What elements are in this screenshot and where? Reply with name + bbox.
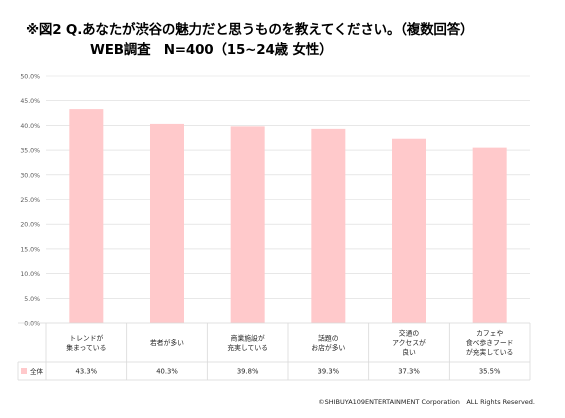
data-label: 40.3%	[156, 368, 178, 376]
bar	[392, 138, 426, 323]
y-tick-label: 15.0%	[20, 246, 40, 253]
y-tick-label: 35.0%	[20, 148, 40, 155]
y-tick-label: 50.0%	[20, 74, 40, 81]
bar	[230, 126, 265, 323]
data-label: 37.3%	[398, 368, 420, 376]
x-tick-label: 商業施設が充実している	[227, 333, 268, 352]
y-tick-label: 30.0%	[20, 172, 40, 179]
copyright-notice: ©SHIBUYA109ENTERTAINMENT Corporation ALL…	[318, 398, 535, 406]
data-label: 39.8%	[237, 368, 259, 376]
y-tick-label: 5.0%	[24, 296, 40, 303]
legend-swatch	[21, 368, 27, 374]
x-tick-label: 交通のアクセスが良い	[392, 329, 426, 357]
chart-title: ※図2 Q.あなたが渋谷の魅力だと思うものを教えてください。（複数回答）	[26, 22, 474, 38]
y-tick-label: 0.0%	[24, 321, 40, 328]
x-tick-label: トレンドが集まっている	[66, 333, 106, 352]
x-tick-label: カフェや食べ歩きフードが充実している	[466, 330, 514, 357]
x-tick-label: 若者が多い	[150, 338, 184, 347]
data-label: 35.5%	[479, 368, 501, 376]
y-tick-label: 20.0%	[20, 222, 40, 229]
bar	[150, 123, 184, 323]
y-tick-label: 40.0%	[20, 123, 40, 130]
legend-series-name: 全体	[30, 367, 44, 376]
chart-subtitle: WEB調査 N=400（15~24歳 女性）	[90, 42, 333, 58]
data-label: 43.3%	[76, 368, 98, 376]
y-tick-label: 25.0%	[20, 197, 40, 204]
y-tick-label: 10.0%	[20, 271, 40, 278]
data-label: 39.3%	[318, 368, 340, 376]
y-tick-label: 45.0%	[20, 98, 40, 105]
x-tick-label: 話題のお店が多い	[311, 333, 345, 352]
bar	[311, 128, 346, 323]
bar	[69, 109, 104, 324]
bar	[472, 147, 507, 323]
